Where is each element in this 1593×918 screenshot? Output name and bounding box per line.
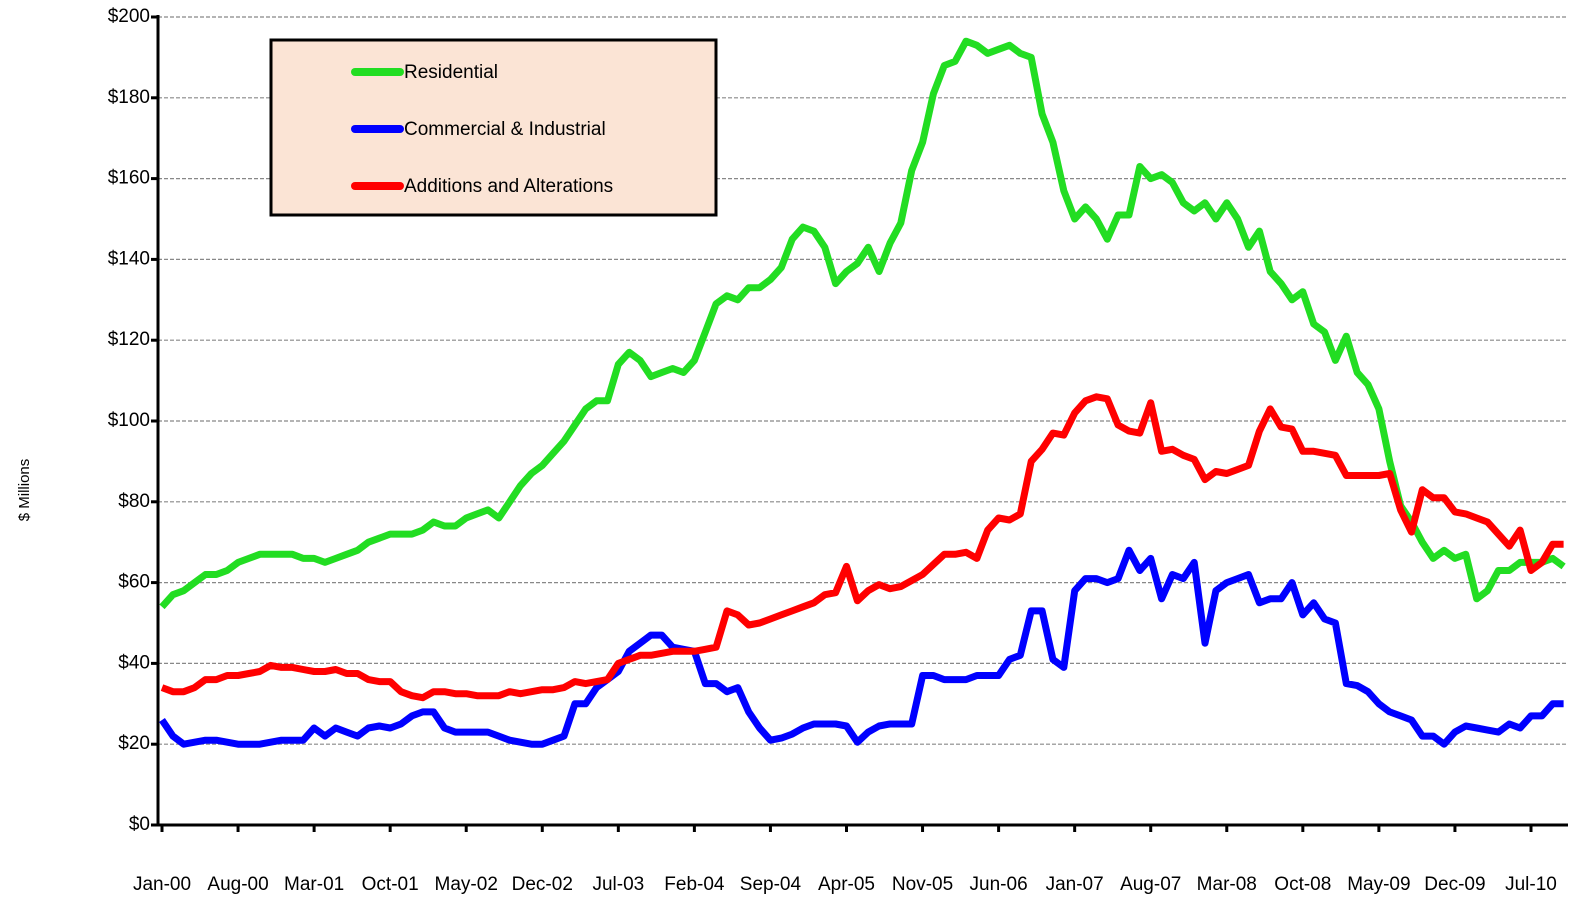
y-tick-label: $60 — [118, 572, 150, 593]
y-tick-label: $200 — [108, 6, 150, 27]
legend-label: Additions and Alterations — [404, 176, 613, 197]
x-tick-label: Jul-03 — [592, 874, 644, 895]
legend-label: Residential — [404, 62, 498, 83]
legend-label: Commercial & Industrial — [404, 119, 606, 140]
x-tick-label: Oct-01 — [362, 874, 419, 895]
x-tick-label: Jan-07 — [1046, 874, 1104, 895]
x-tick-label: Feb-04 — [664, 874, 725, 895]
y-tick-label: $20 — [118, 733, 150, 754]
x-tick-label: Dec-02 — [512, 874, 573, 895]
x-tick-label: Aug-07 — [1120, 874, 1181, 895]
x-tick-label: Apr-05 — [818, 874, 875, 895]
x-tick-label: May-09 — [1347, 874, 1410, 895]
series-line — [159, 546, 1564, 748]
series-line — [160, 393, 1564, 702]
x-tick-label: Mar-01 — [284, 874, 344, 895]
x-tick-label: Sep-04 — [740, 874, 802, 895]
y-axis-label: $ Millions — [16, 459, 33, 522]
x-tick-label: Nov-05 — [892, 874, 953, 895]
x-tick-label: Jul-10 — [1505, 874, 1557, 895]
y-tick-label: $100 — [108, 410, 150, 431]
x-tick-label: Jun-06 — [970, 874, 1028, 895]
x-tick-label: Aug-00 — [207, 874, 268, 895]
x-tick-label: May-02 — [435, 874, 498, 895]
x-tick-label: Oct-08 — [1274, 874, 1331, 895]
y-tick-label: $40 — [118, 652, 150, 673]
legend-box — [269, 38, 718, 217]
series-line — [159, 37, 1566, 610]
y-tick-label: $120 — [108, 329, 150, 350]
y-tick-label: $180 — [108, 87, 150, 108]
y-tick-label: $140 — [108, 248, 150, 269]
y-tick-label: $0 — [129, 814, 150, 835]
x-tick-label: Jan-00 — [133, 874, 191, 895]
x-tick-label: Dec-09 — [1424, 874, 1485, 895]
y-tick-label: $160 — [108, 168, 150, 189]
y-tick-label: $80 — [118, 491, 150, 512]
x-tick-label: Mar-08 — [1197, 874, 1257, 895]
